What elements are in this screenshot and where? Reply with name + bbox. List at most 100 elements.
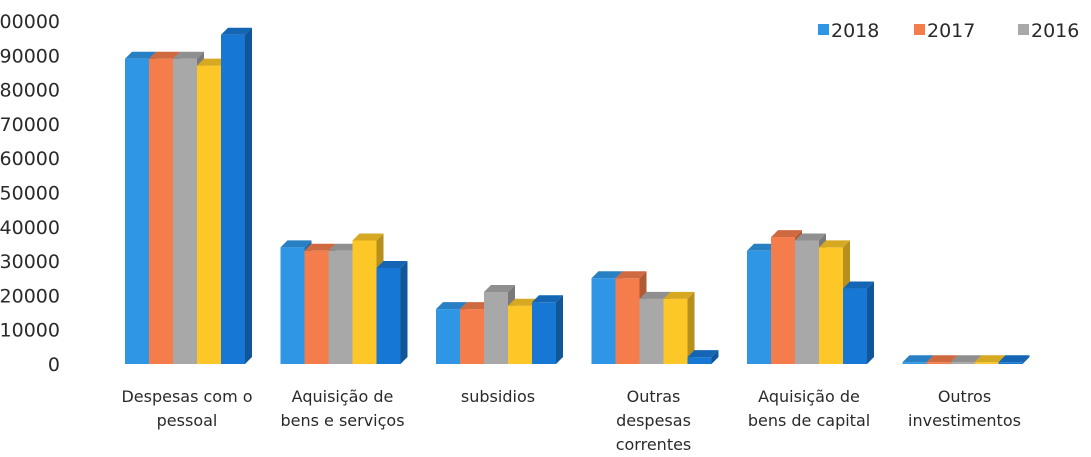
bar [639, 298, 664, 364]
bar-top [902, 355, 934, 363]
bar-top [125, 51, 156, 59]
bar-top [639, 291, 671, 299]
bar [747, 250, 771, 364]
legend-label: 2018 [831, 20, 879, 42]
bar-top [819, 240, 850, 248]
y-axis: 1000009000080000700006000050000400003000… [0, 11, 60, 376]
bar [376, 267, 401, 364]
x-category-label: despesas [616, 411, 691, 430]
y-tick-label: 50000 [0, 183, 60, 205]
bar-top [508, 298, 539, 306]
bar-top [771, 230, 802, 238]
bar [197, 65, 221, 364]
bar-side [687, 291, 695, 364]
bar-top [460, 302, 491, 310]
bar-top [352, 233, 384, 241]
y-tick-label: 0 [48, 354, 60, 376]
y-tick-label: 40000 [0, 217, 60, 239]
bar [484, 291, 508, 364]
x-category-label: subsidios [461, 387, 535, 406]
bar [819, 247, 843, 364]
bar-top [795, 233, 826, 241]
bar-top [974, 355, 1006, 363]
bar-top [173, 51, 204, 59]
y-tick-label: 70000 [0, 114, 60, 136]
bar-group [436, 284, 563, 364]
bar [591, 278, 616, 364]
bar-top [532, 295, 563, 303]
bar-groups [125, 27, 1030, 365]
bar-side [556, 295, 563, 364]
bar [436, 309, 460, 364]
bar-top [197, 58, 228, 66]
bar-top [998, 355, 1030, 363]
legend-label: 2017 [927, 20, 975, 42]
y-tick-label: 30000 [0, 251, 60, 273]
bar-top [149, 51, 180, 59]
bar-side [400, 260, 408, 364]
bar-top [328, 243, 360, 251]
bar [771, 237, 795, 364]
bar-top [484, 284, 515, 292]
y-tick-label: 20000 [0, 285, 60, 307]
x-category-label: Despesas com o [121, 387, 252, 406]
bar [149, 58, 173, 364]
legend-swatch [818, 24, 829, 35]
y-tick-label: 60000 [0, 148, 60, 170]
legend: 2018 2017 2016 [818, 20, 1079, 42]
bar-top [926, 355, 958, 363]
y-tick-label: 90000 [0, 45, 60, 67]
x-category-label: investimentos [908, 411, 1021, 430]
bar-side [245, 27, 252, 364]
bar-group [280, 233, 408, 364]
bar-top [950, 355, 982, 363]
bar [173, 58, 197, 364]
bar-top [687, 350, 719, 358]
bar-side [711, 350, 719, 364]
y-tick-label: 80000 [0, 80, 60, 102]
bar-group [591, 271, 719, 364]
bar-top [304, 243, 336, 251]
legend-label: 2016 [1031, 20, 1079, 42]
bar-top [591, 271, 623, 279]
bar [125, 58, 149, 364]
bar [974, 362, 999, 364]
bar [950, 362, 975, 364]
bar-top [376, 260, 408, 268]
legend-swatch [914, 24, 925, 35]
bar [615, 278, 640, 364]
bar-top [436, 302, 467, 310]
bar-top [280, 240, 312, 248]
bar-top [843, 281, 874, 289]
bar-top [615, 271, 647, 279]
bar [843, 288, 867, 364]
bar-top [663, 291, 695, 299]
x-category-label: correntes [616, 435, 692, 454]
legend-swatch [1018, 24, 1029, 35]
bar [508, 305, 532, 364]
bar-top [747, 243, 778, 251]
x-category-label: bens de capital [748, 411, 870, 430]
bar-side [867, 281, 874, 364]
bar [926, 362, 951, 364]
bar [352, 240, 377, 364]
bar-group [902, 355, 1030, 364]
x-category-label: pessoal [157, 411, 218, 430]
bar [687, 357, 712, 364]
bar [998, 362, 1023, 364]
x-category-label: Aquisição de [292, 387, 394, 406]
x-category-label: Aquisição de [758, 387, 860, 406]
bar [328, 250, 353, 364]
bar [280, 247, 305, 364]
bar-top [221, 27, 252, 35]
bar [221, 34, 245, 364]
bar [460, 309, 484, 364]
bar [795, 240, 819, 364]
bar-group [125, 27, 252, 365]
bar-group [747, 230, 874, 364]
bar [304, 250, 329, 364]
x-axis-labels: Despesas com o pessoal Aquisição de bens e … [121, 387, 1021, 454]
y-tick-label: 10000 [0, 320, 60, 342]
